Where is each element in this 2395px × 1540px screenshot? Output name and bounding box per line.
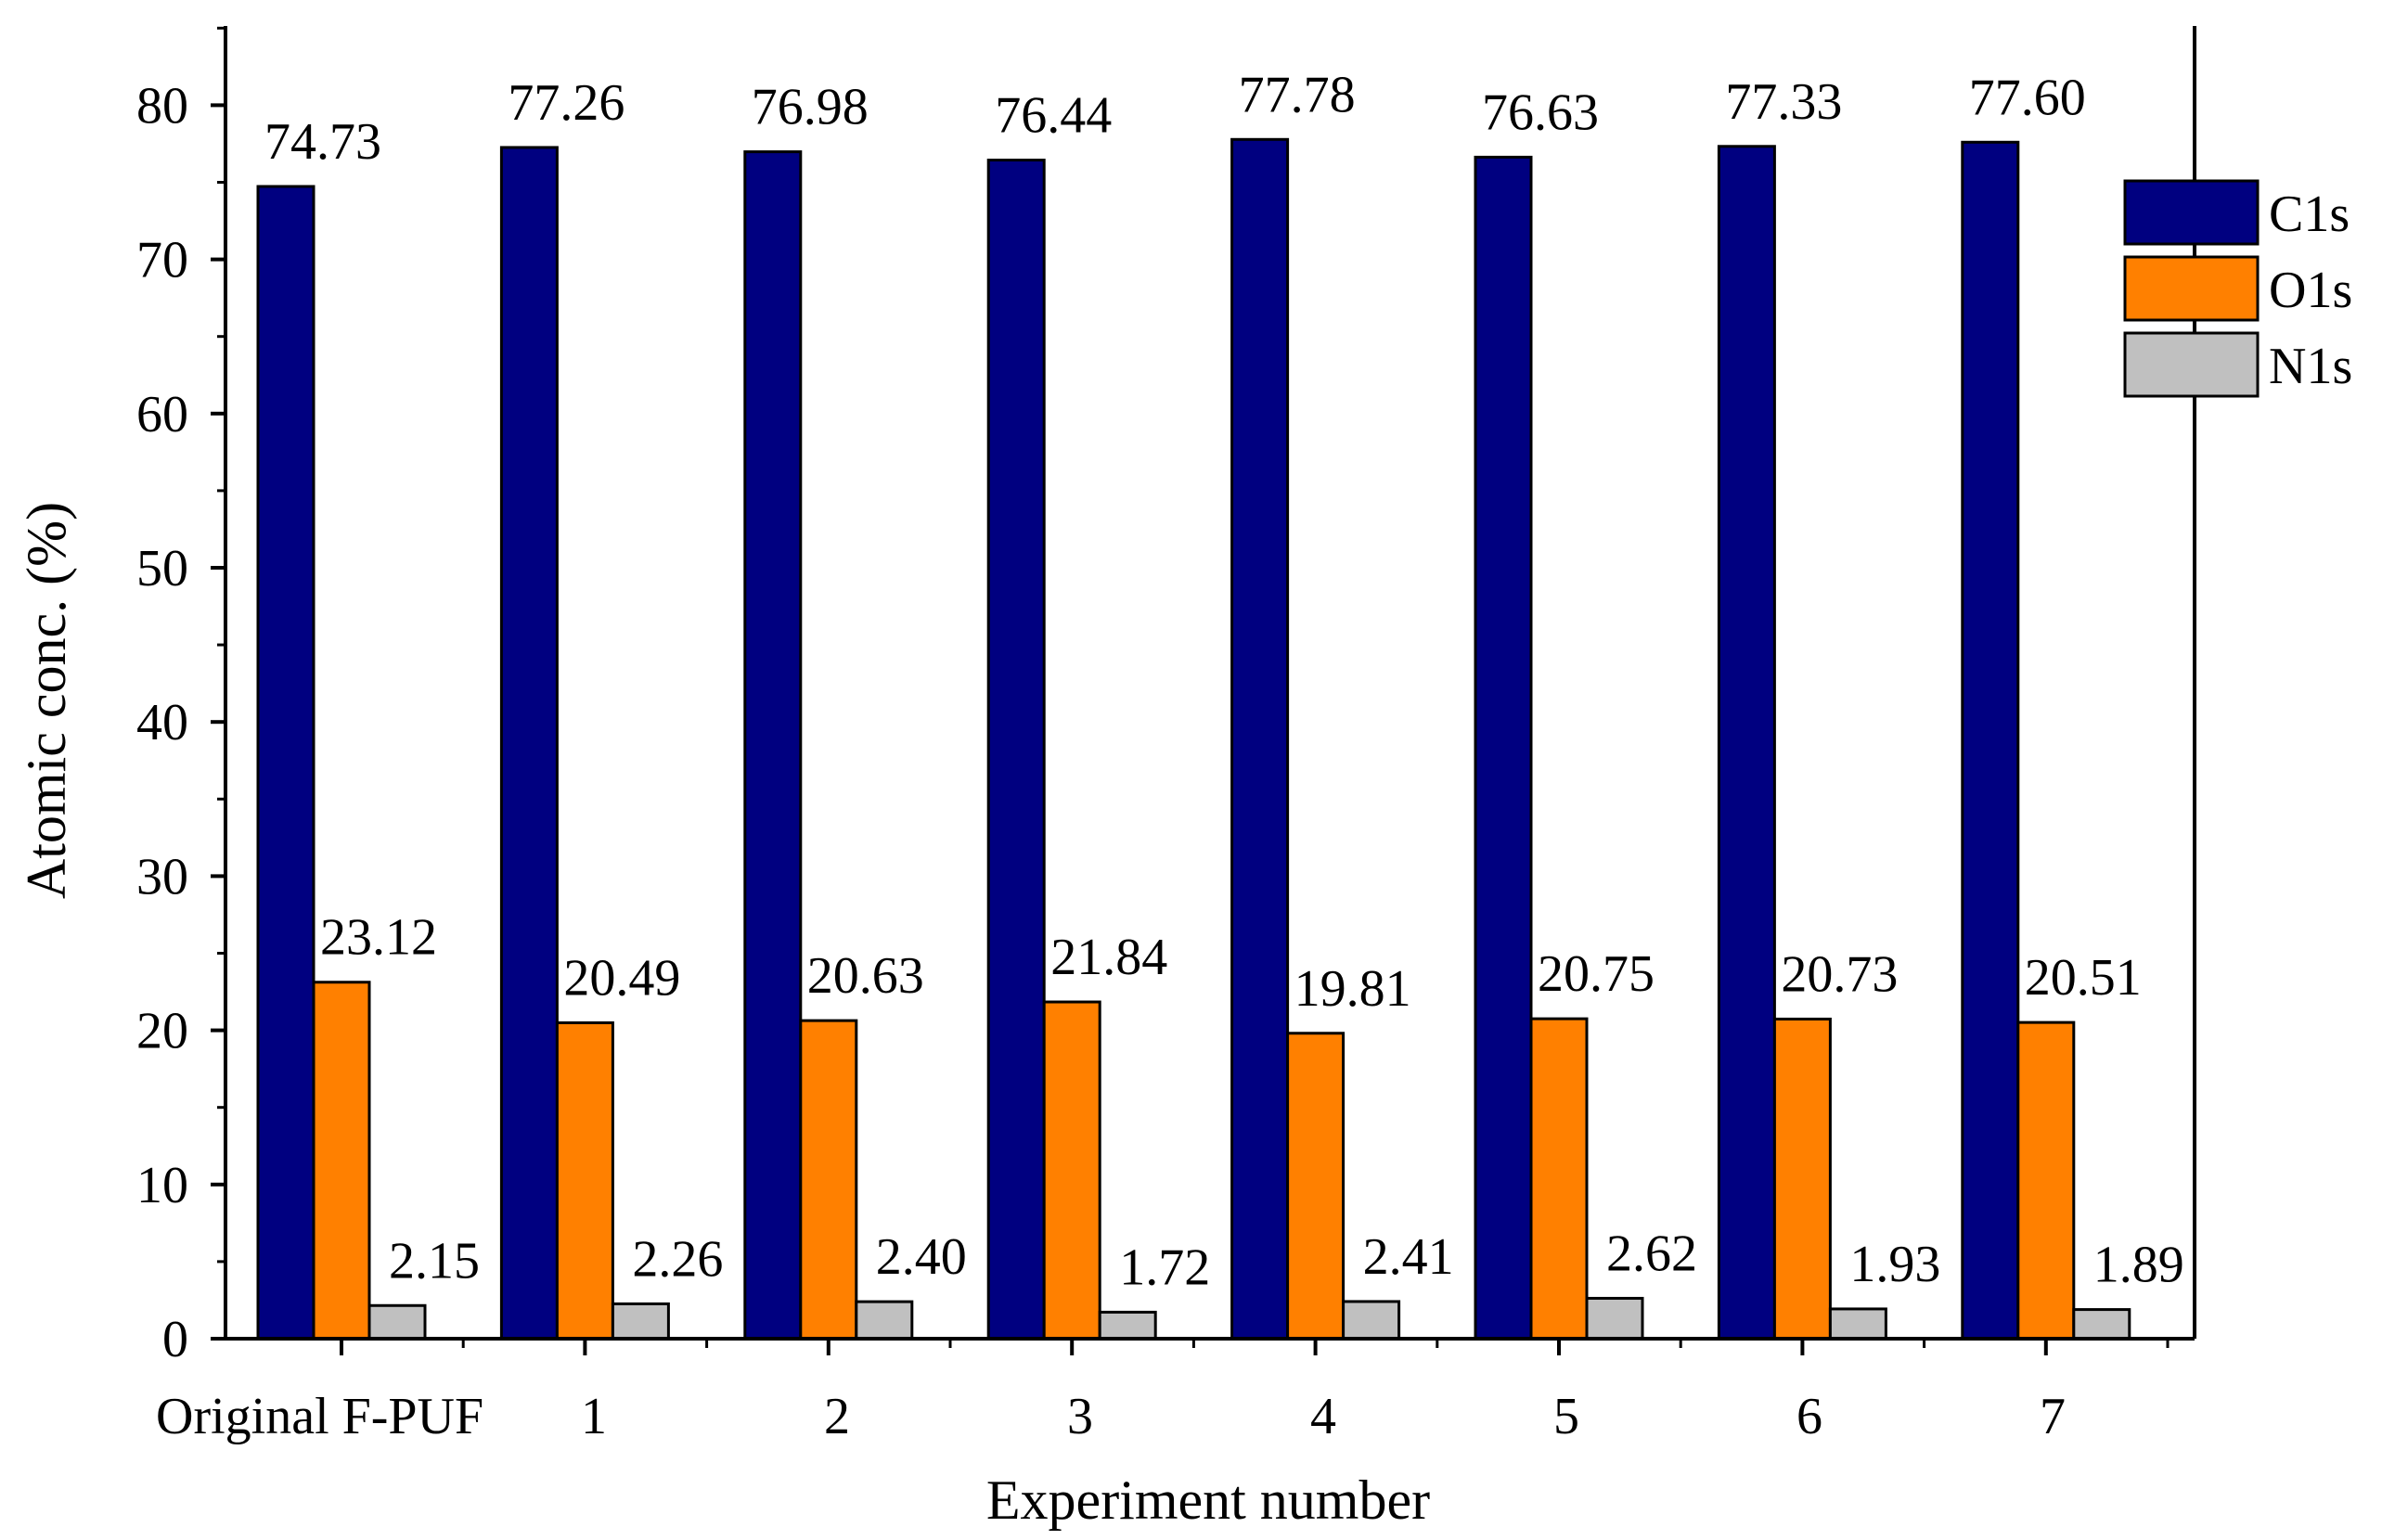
y-tick-label: 80 bbox=[136, 77, 188, 135]
x-tick-label: 5 bbox=[1553, 1388, 1579, 1445]
value-label-o1s-3: 21.84 bbox=[1050, 929, 1167, 986]
bar-c1s-3 bbox=[986, 159, 1046, 1341]
value-label-o1s-7: 20.51 bbox=[2025, 949, 2142, 1007]
bar-c1s-5 bbox=[1474, 155, 1533, 1341]
bar-n1s-5 bbox=[1585, 1296, 1644, 1341]
value-label-c1s-original: 74.73 bbox=[264, 113, 381, 171]
value-label-c1s-3: 76.44 bbox=[995, 87, 1112, 145]
x-tick-label: 7 bbox=[2040, 1388, 2066, 1445]
legend-swatch-n1s bbox=[2123, 331, 2260, 398]
value-label-n1s-original: 2.15 bbox=[389, 1232, 480, 1290]
bar-o1s-5 bbox=[1529, 1017, 1589, 1341]
value-label-o1s-original: 23.12 bbox=[320, 909, 437, 967]
x-tick-label: 2 bbox=[824, 1388, 850, 1445]
value-label-n1s-6: 1.93 bbox=[1849, 1236, 1940, 1293]
x-tick-label: 1 bbox=[581, 1388, 607, 1445]
y-tick-label: 30 bbox=[136, 848, 188, 905]
legend-label-n1s: N1s bbox=[2269, 338, 2352, 395]
value-label-c1s-6: 77.33 bbox=[1725, 73, 1842, 131]
bar-c1s-2 bbox=[743, 150, 803, 1341]
bar-o1s-original bbox=[312, 981, 371, 1341]
value-label-c1s-1: 77.26 bbox=[508, 74, 625, 132]
bar-n1s-1 bbox=[611, 1302, 670, 1341]
axes-layer: 0 10 20 30 40 50 60 70 80 Original F-PUF 1 2 3 4 5 6 7 Ex… bbox=[16, 26, 2196, 1531]
legend-swatch-o1s bbox=[2123, 255, 2260, 322]
legend-label-c1s: C1s bbox=[2269, 186, 2350, 243]
x-tick-label: 6 bbox=[1796, 1388, 1822, 1445]
value-label-n1s-5: 2.62 bbox=[1606, 1225, 1697, 1282]
bar-n1s-4 bbox=[1342, 1300, 1401, 1341]
y-tick-label: 70 bbox=[136, 232, 188, 289]
bar-o1s-7 bbox=[2016, 1020, 2076, 1341]
value-label-c1s-2: 76.98 bbox=[752, 79, 869, 136]
bar-c1s-original bbox=[256, 185, 315, 1341]
y-axis-title: Atomic conc. (%) bbox=[16, 502, 77, 899]
bar-n1s-7 bbox=[2072, 1308, 2131, 1341]
bar-n1s-6 bbox=[1828, 1307, 1887, 1341]
value-label-n1s-2: 2.40 bbox=[876, 1228, 967, 1286]
y-tick-label: 20 bbox=[136, 1003, 188, 1060]
bar-c1s-4 bbox=[1230, 137, 1290, 1341]
legend: C1s O1s N1s bbox=[2123, 179, 2352, 398]
bar-n1s-2 bbox=[855, 1300, 914, 1341]
bar-c1s-7 bbox=[1961, 140, 2020, 1341]
y-tick-label: 50 bbox=[136, 540, 188, 597]
bar-o1s-3 bbox=[1042, 1000, 1101, 1341]
bar-o1s-6 bbox=[1772, 1017, 1832, 1341]
value-label-n1s-4: 2.41 bbox=[1363, 1228, 1454, 1286]
x-tick-label: 3 bbox=[1067, 1388, 1093, 1445]
x-tick-label: Original F-PUF bbox=[156, 1388, 483, 1445]
value-label-n1s-1: 2.26 bbox=[632, 1230, 723, 1288]
bar-n1s-original bbox=[367, 1303, 427, 1341]
y-tick-label: 40 bbox=[136, 694, 188, 751]
y-tick-label: 10 bbox=[136, 1157, 188, 1214]
bar-c1s-1 bbox=[499, 146, 559, 1341]
bar-n1s-3 bbox=[1098, 1310, 1157, 1341]
legend-swatch-c1s bbox=[2123, 179, 2260, 246]
value-label-o1s-6: 20.73 bbox=[1781, 945, 1898, 1003]
bar-o1s-4 bbox=[1286, 1032, 1346, 1341]
bars-layer bbox=[256, 137, 2131, 1341]
bar-o1s-2 bbox=[799, 1019, 858, 1341]
x-axis-title: Experiment number bbox=[986, 1469, 1430, 1531]
bar-c1s-6 bbox=[1717, 145, 1776, 1341]
value-label-o1s-4: 19.81 bbox=[1294, 960, 1411, 1018]
value-label-c1s-4: 77.78 bbox=[1239, 66, 1356, 123]
value-label-o1s-5: 20.75 bbox=[1538, 945, 1655, 1003]
y-tick-label: 60 bbox=[136, 386, 188, 443]
value-label-o1s-1: 20.49 bbox=[563, 949, 680, 1007]
value-labels-layer: 74.73 23.12 2.15 77.26 20.49 2.26 76.98 20.63 2.… bbox=[264, 66, 2184, 1296]
value-label-c1s-7: 77.60 bbox=[1969, 69, 2086, 126]
value-label-c1s-5: 76.63 bbox=[1482, 83, 1599, 141]
value-label-o1s-2: 20.63 bbox=[807, 947, 924, 1005]
bar-o1s-1 bbox=[555, 1020, 614, 1341]
y-tick-label: 0 bbox=[162, 1311, 188, 1368]
value-label-n1s-3: 1.72 bbox=[1119, 1238, 1210, 1296]
value-label-n1s-7: 1.89 bbox=[2093, 1237, 2184, 1294]
legend-label-o1s: O1s bbox=[2269, 262, 2352, 319]
x-tick-label: 4 bbox=[1310, 1388, 1336, 1445]
